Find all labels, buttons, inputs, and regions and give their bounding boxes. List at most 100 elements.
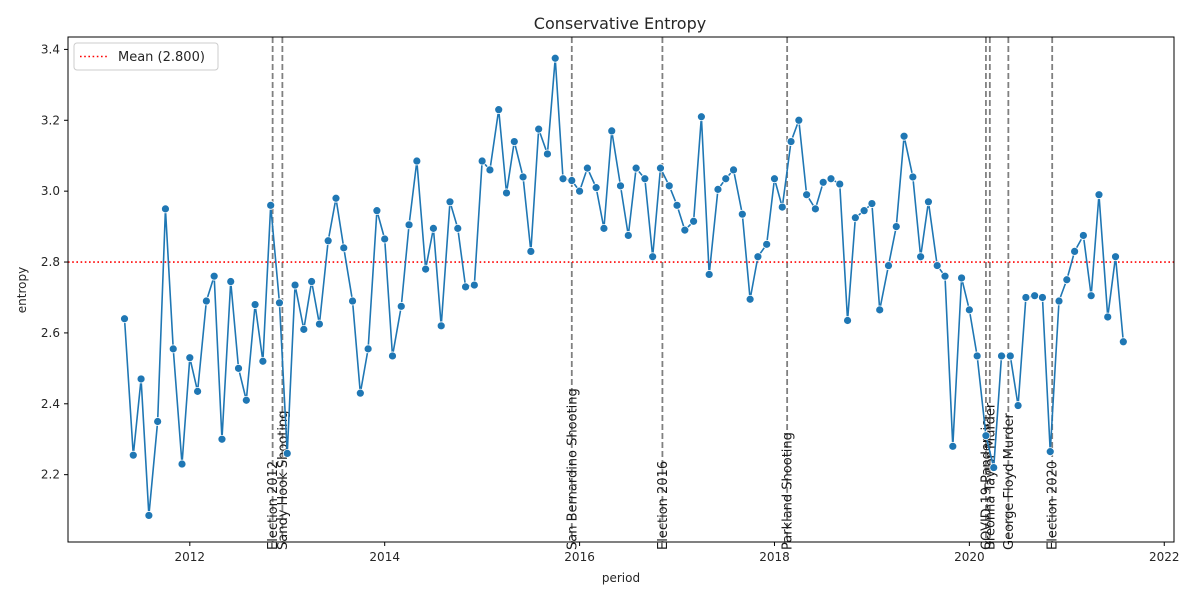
y-tick-label: 3.0 — [41, 184, 60, 198]
data-point — [429, 223, 438, 233]
data-point — [859, 206, 869, 216]
x-axis-title: period — [602, 571, 640, 585]
data-point — [689, 216, 698, 226]
data-point — [388, 351, 397, 361]
data-point — [502, 188, 511, 198]
data-point — [696, 112, 706, 122]
data-point — [729, 165, 738, 175]
data-point — [1038, 293, 1047, 302]
data-point — [591, 183, 601, 193]
data-point — [275, 298, 284, 308]
y-tick-label: 2.4 — [41, 397, 60, 411]
legend-box — [73, 42, 219, 71]
y-tick-label: 2.8 — [41, 255, 60, 269]
data-point — [599, 223, 609, 233]
data-point — [494, 105, 504, 115]
data-point — [217, 434, 227, 444]
data-point — [469, 280, 479, 290]
data-point — [241, 395, 251, 405]
x-tick-label: 2020 — [954, 550, 985, 564]
data-point — [843, 316, 852, 325]
data-point — [623, 231, 633, 240]
data-point — [453, 223, 463, 233]
data-point — [136, 374, 146, 384]
y-tick-label: 2.2 — [41, 468, 60, 482]
data-point — [704, 270, 714, 279]
data-point — [835, 179, 845, 189]
series-group — [120, 53, 1128, 520]
data-point — [777, 202, 787, 212]
data-point — [567, 176, 577, 185]
data-point — [770, 174, 779, 184]
data-point — [1045, 447, 1055, 457]
data-point — [396, 301, 406, 311]
event-label: San Bernardino Shooting — [565, 388, 580, 550]
data-point — [826, 174, 836, 184]
data-point — [1062, 275, 1072, 285]
data-point — [916, 252, 926, 262]
x-tick-label: 2012 — [175, 550, 206, 564]
y-tick-label: 2.6 — [41, 326, 60, 340]
data-point — [794, 115, 804, 125]
data-point — [616, 181, 625, 191]
legend-mean-label: Mean (2.800) — [118, 50, 205, 65]
event-label: George Floyd Murder — [1002, 413, 1017, 550]
data-point — [234, 363, 243, 373]
data-point — [201, 296, 211, 306]
data-point — [1111, 252, 1120, 262]
data-point — [168, 344, 178, 354]
data-point — [477, 156, 487, 166]
data-point — [193, 386, 203, 396]
data-point — [940, 271, 950, 281]
x-tick-label: 2014 — [369, 550, 400, 564]
data-point — [680, 225, 690, 235]
data-point — [331, 193, 341, 203]
data-point — [672, 200, 682, 210]
data-point — [1103, 312, 1113, 322]
data-point — [924, 197, 933, 207]
data-point — [972, 351, 982, 361]
data-point — [558, 174, 568, 184]
data-point — [509, 137, 519, 146]
data-point — [1070, 247, 1080, 256]
x-tick-label: 2022 — [1149, 550, 1180, 564]
data-point — [818, 177, 828, 187]
data-point — [850, 213, 860, 223]
data-point — [266, 200, 276, 210]
x-tick-label: 2018 — [759, 550, 790, 564]
data-point — [185, 353, 195, 363]
data-point — [526, 247, 536, 256]
data-point — [745, 294, 755, 304]
data-point — [543, 149, 552, 159]
chart-title: Conservative Entropy — [534, 14, 706, 33]
data-point — [786, 137, 796, 146]
data-point — [282, 449, 292, 458]
event-label: Election 2012 — [266, 461, 281, 550]
data-point — [875, 305, 885, 315]
data-point — [664, 181, 674, 191]
data-point — [412, 156, 422, 166]
data-point — [1005, 351, 1015, 361]
data-point — [339, 243, 349, 253]
data-point — [307, 277, 317, 286]
data-point — [290, 280, 300, 290]
plot-frame — [67, 36, 1175, 543]
data-point — [957, 273, 966, 283]
data-point — [721, 174, 731, 184]
data-point — [891, 222, 901, 231]
data-point — [258, 356, 268, 366]
data-point — [640, 174, 650, 184]
data-point — [161, 204, 170, 214]
data-point — [372, 206, 382, 216]
data-point — [802, 190, 812, 200]
data-point — [436, 321, 446, 331]
data-point — [575, 186, 584, 196]
data-point — [485, 165, 495, 175]
data-point — [867, 199, 877, 208]
data-point — [363, 344, 373, 354]
data-point — [948, 441, 958, 451]
y-tick-label: 3.4 — [41, 42, 60, 56]
data-point — [964, 305, 974, 315]
